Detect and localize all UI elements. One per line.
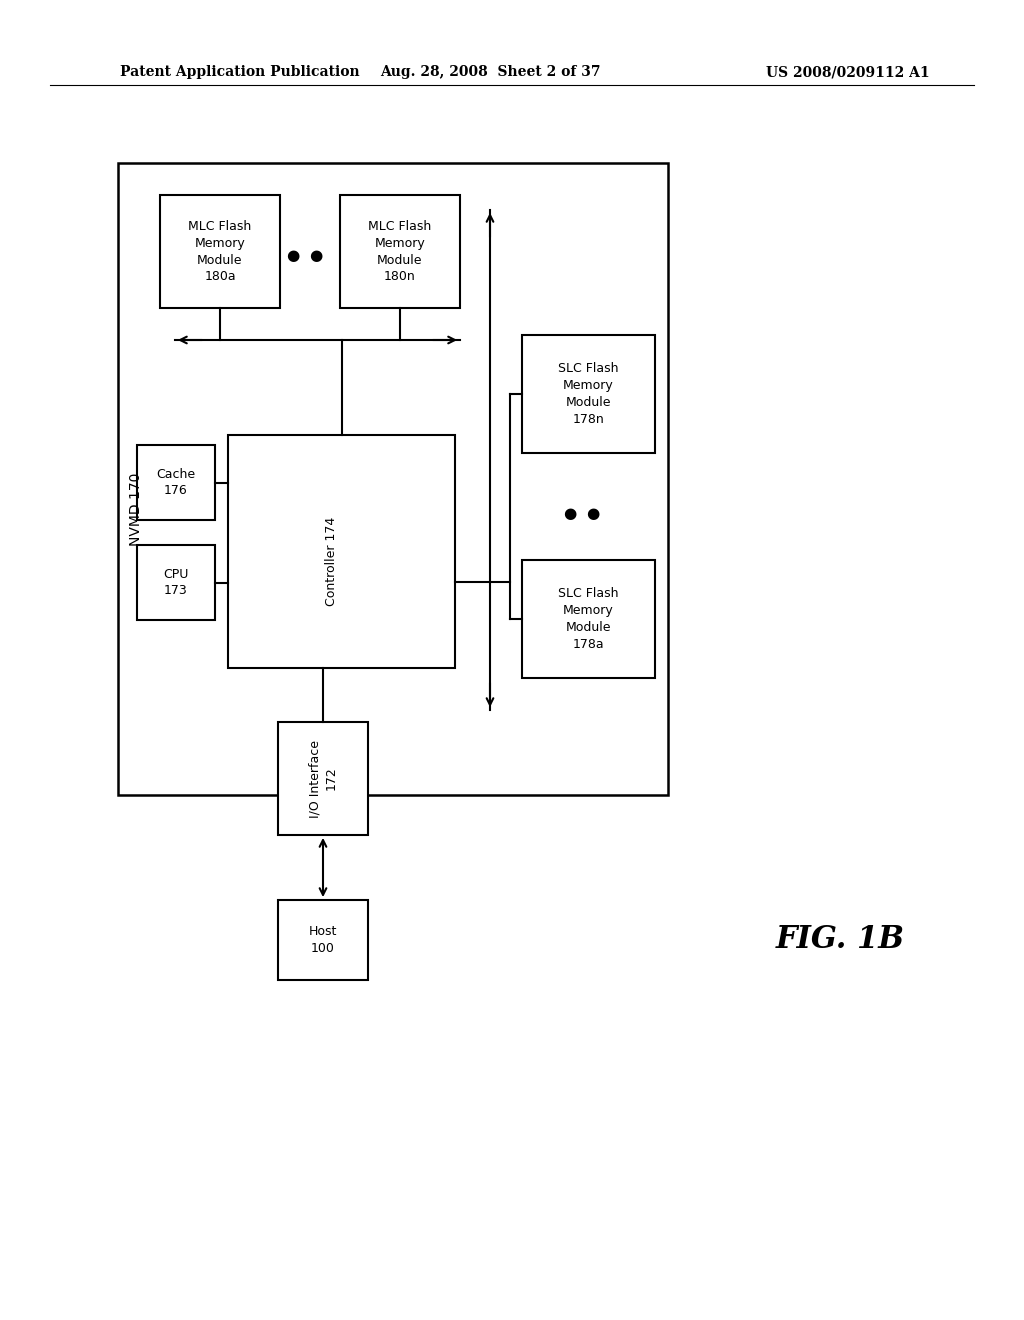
Text: MLC Flash
Memory
Module
180n: MLC Flash Memory Module 180n	[369, 219, 432, 284]
Text: Patent Application Publication: Patent Application Publication	[120, 65, 359, 79]
Text: I/O Interface
172: I/O Interface 172	[308, 739, 338, 817]
Text: CPU
173: CPU 173	[163, 568, 188, 598]
Text: Cache
176: Cache 176	[157, 467, 196, 498]
Text: Host
100: Host 100	[309, 925, 337, 954]
Text: FIG. 1B: FIG. 1B	[775, 924, 904, 956]
Text: ●  ●: ● ●	[287, 248, 324, 263]
Text: Controller 174: Controller 174	[325, 517, 338, 606]
Bar	[228, 436, 455, 668]
Text: ●  ●: ● ●	[564, 506, 600, 520]
Bar	[137, 545, 215, 620]
Text: NVMD 170: NVMD 170	[129, 473, 143, 545]
Text: SLC Flash
Memory
Module
178a: SLC Flash Memory Module 178a	[558, 587, 618, 651]
Bar	[522, 335, 655, 453]
Text: MLC Flash
Memory
Module
180a: MLC Flash Memory Module 180a	[188, 219, 252, 284]
Bar	[278, 900, 368, 979]
Text: US 2008/0209112 A1: US 2008/0209112 A1	[766, 65, 930, 79]
Text: Aug. 28, 2008  Sheet 2 of 37: Aug. 28, 2008 Sheet 2 of 37	[380, 65, 600, 79]
Bar	[278, 722, 368, 836]
Bar	[137, 445, 215, 520]
Bar	[160, 195, 280, 308]
Bar	[522, 560, 655, 678]
Bar	[340, 195, 460, 308]
Text: SLC Flash
Memory
Module
178n: SLC Flash Memory Module 178n	[558, 362, 618, 426]
Bar	[118, 162, 668, 795]
